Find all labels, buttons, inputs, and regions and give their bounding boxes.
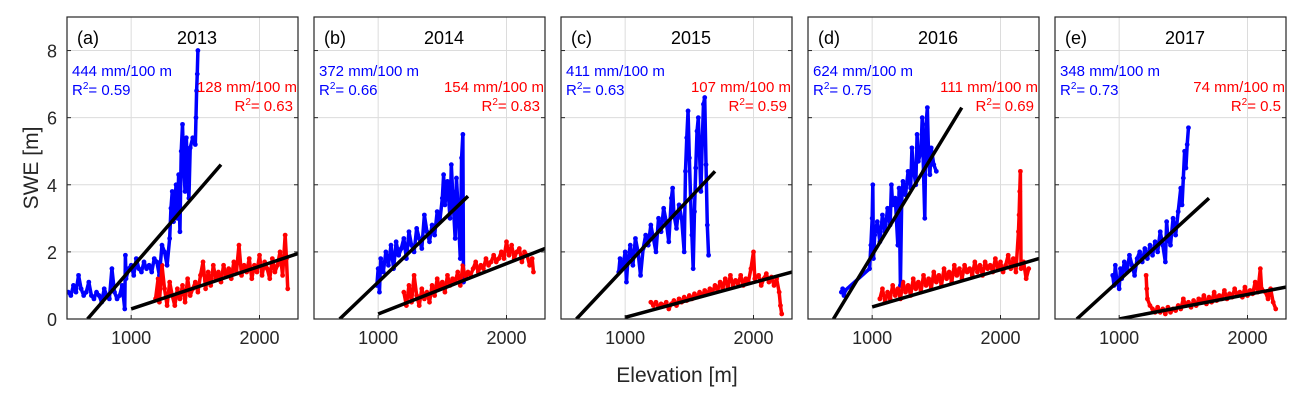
panel-title: 2014 [424,28,464,48]
panel-label: (b) [324,28,346,48]
panel-title: 2013 [177,28,217,48]
red-r2-text: R2= 0.63 [234,97,293,115]
blue-fit-line [338,194,470,319]
x-tick-label: 1000 [111,328,151,348]
x-axis-label: Elevation [m] [616,364,737,387]
y-tick-label: 8 [47,42,57,62]
axes-frame [66,16,299,320]
red-gradient-text: 111 mm/100 m [940,79,1038,96]
x-tick-label: 2000 [733,328,773,348]
panel-label: (a) [77,28,99,48]
axes-frame [807,16,1040,320]
blue-points-trace [1111,127,1191,291]
red-r2-text: R2= 0.83 [481,97,540,115]
x-tick-label: 1000 [1099,328,1139,348]
panel-title: 2016 [918,28,958,48]
red-gradient-text: 74 mm/100 m [1193,79,1285,96]
blue-fit-line [86,163,223,319]
y-tick-label: 4 [47,176,57,196]
blue-gradient-text: 348 mm/100 m [1060,63,1160,80]
blue-points-trace [67,50,200,311]
panel-2016: 1000 2000 (d) 2016 624 mm/100 mR2= 0.75 111 m… [807,16,1040,348]
plot-area [1075,125,1286,319]
axes-frame [1054,16,1287,320]
y-tick-label: 0 [47,310,57,330]
blue-points-trace [375,132,466,294]
plot-area [338,132,545,319]
x-tick-label: 1000 [605,328,645,348]
blue-fit-line [1075,196,1211,319]
y-tick-label: 6 [47,109,57,129]
y-tick-label: 2 [47,243,57,263]
blue-r2-text: R2= 0.63 [566,81,625,99]
y-axis-label: SWE [m] [20,127,43,210]
blue-r2-text: R2= 0.75 [813,81,872,99]
red-points-trace [153,233,290,308]
blue-r2-text: R2= 0.59 [72,81,131,99]
x-tick-label: 1000 [358,328,398,348]
red-r2-text: R2= 0.69 [975,97,1034,115]
blue-gradient-text: 411 mm/100 m [566,63,665,80]
red-gradient-text: 107 mm/100 m [691,79,791,96]
panel-label: (d) [818,28,840,48]
blue-r2-text: R2= 0.73 [1060,81,1119,99]
axes-frame [313,16,546,320]
panel-label: (e) [1065,28,1087,48]
blue-points-trace [617,95,711,284]
panel-2017: 1000 2000 (e) 2017 348 mm/100 mR2= 0.73 74 mm… [1054,16,1287,348]
red-fit-line [1118,285,1286,319]
panel-title: 2017 [1165,28,1205,48]
blue-fit-line [831,106,964,319]
x-tick-label: 1000 [852,328,892,348]
blue-gradient-text: 624 mm/100 m [813,63,913,80]
panel-2013: 1000 2000 0 2 4 6 8 (a) 2013 444 mm/100 mR2= 0.59… [47,16,299,348]
red-fit-line [624,270,792,319]
red-r2-text: R2= 0.5 [1231,97,1281,115]
panel-2015: 1000 2000 (c) 2015 411 mm/100 mR2= 0.63 107 m… [560,16,793,348]
x-tick-label: 2000 [486,328,526,348]
red-points-trace [1144,266,1278,316]
plot-area [575,95,792,319]
red-fit-line [377,246,545,316]
red-gradient-text: 154 mm/100 m [444,79,544,96]
panel-label: (c) [571,28,592,48]
red-gradient-text: 128 mm/100 m [197,79,297,96]
axes-frame [560,16,793,320]
red-fit-line [130,251,298,311]
x-tick-label: 2000 [1227,328,1267,348]
blue-points-trace [839,105,938,298]
red-r2-text: R2= 0.59 [728,97,787,115]
plot-area [67,48,298,319]
x-tick-label: 2000 [239,328,279,348]
panel-2014: 1000 2000 (b) 2014 372 mm/100 mR2= 0.66 154 m… [313,16,546,348]
red-fit-line [871,256,1039,309]
blue-gradient-text: 372 mm/100 m [319,63,419,80]
plot-area [831,105,1039,319]
x-tick-label: 2000 [980,328,1020,348]
blue-fit-line [575,170,717,319]
blue-gradient-text: 444 mm/100 m [72,63,172,80]
panel-title: 2015 [671,28,711,48]
blue-r2-text: R2= 0.66 [319,81,378,99]
